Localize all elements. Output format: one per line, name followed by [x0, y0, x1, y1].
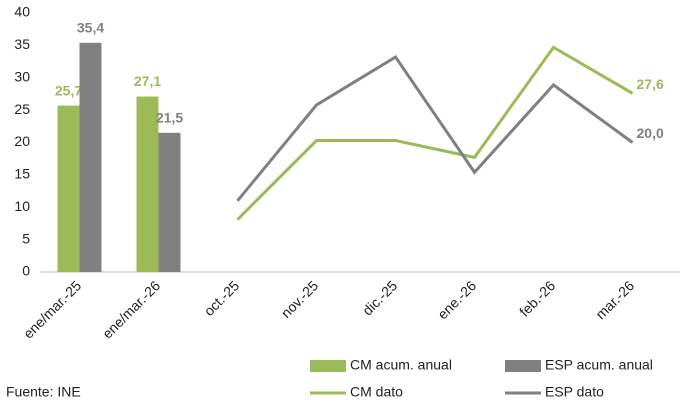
y-tick-label: 40: [14, 4, 30, 20]
value-label: 20,0: [637, 125, 664, 141]
legend-swatch: [310, 360, 346, 372]
y-tick-label: 10: [14, 198, 30, 214]
bar: [158, 132, 181, 272]
legend-label: ESP dato: [545, 384, 604, 400]
value-label: 21,5: [156, 109, 183, 125]
value-label: 25,7: [55, 82, 82, 98]
x-tick-label: oct.-25: [201, 277, 243, 319]
legend-label: ESP acum. anual: [545, 357, 653, 373]
bar: [136, 96, 159, 272]
y-tick-label: 5: [22, 230, 30, 246]
value-label: 27,1: [134, 73, 161, 89]
x-tick-label: ene/mar.-26: [99, 277, 163, 341]
line: [236, 55, 634, 202]
value-label: 35,4: [77, 19, 104, 35]
value-label: 27,6: [637, 76, 664, 92]
x-tick-label: ene/mar.-25: [20, 277, 84, 341]
x-tick-label: feb.-26: [516, 277, 558, 319]
legend-label: CM acum. anual: [350, 357, 452, 373]
bar: [57, 105, 80, 272]
y-tick-label: 0: [22, 263, 30, 279]
bar: [79, 42, 102, 272]
legend-label: CM dato: [350, 384, 403, 400]
x-tick-label: ene.-26: [434, 277, 479, 322]
line: [236, 45, 634, 221]
x-tick-label: dic.-25: [359, 277, 400, 318]
y-tick-label: 20: [14, 133, 30, 149]
x-tick-label: nov.-25: [278, 277, 322, 321]
legend-swatch: [505, 360, 541, 372]
y-tick-label: 35: [14, 36, 30, 52]
source: Fuente: INE: [6, 384, 81, 400]
y-tick-label: 30: [14, 68, 30, 84]
y-tick-label: 25: [14, 101, 30, 117]
y-tick-label: 15: [14, 166, 30, 182]
x-tick-label: mar.-26: [592, 277, 637, 322]
